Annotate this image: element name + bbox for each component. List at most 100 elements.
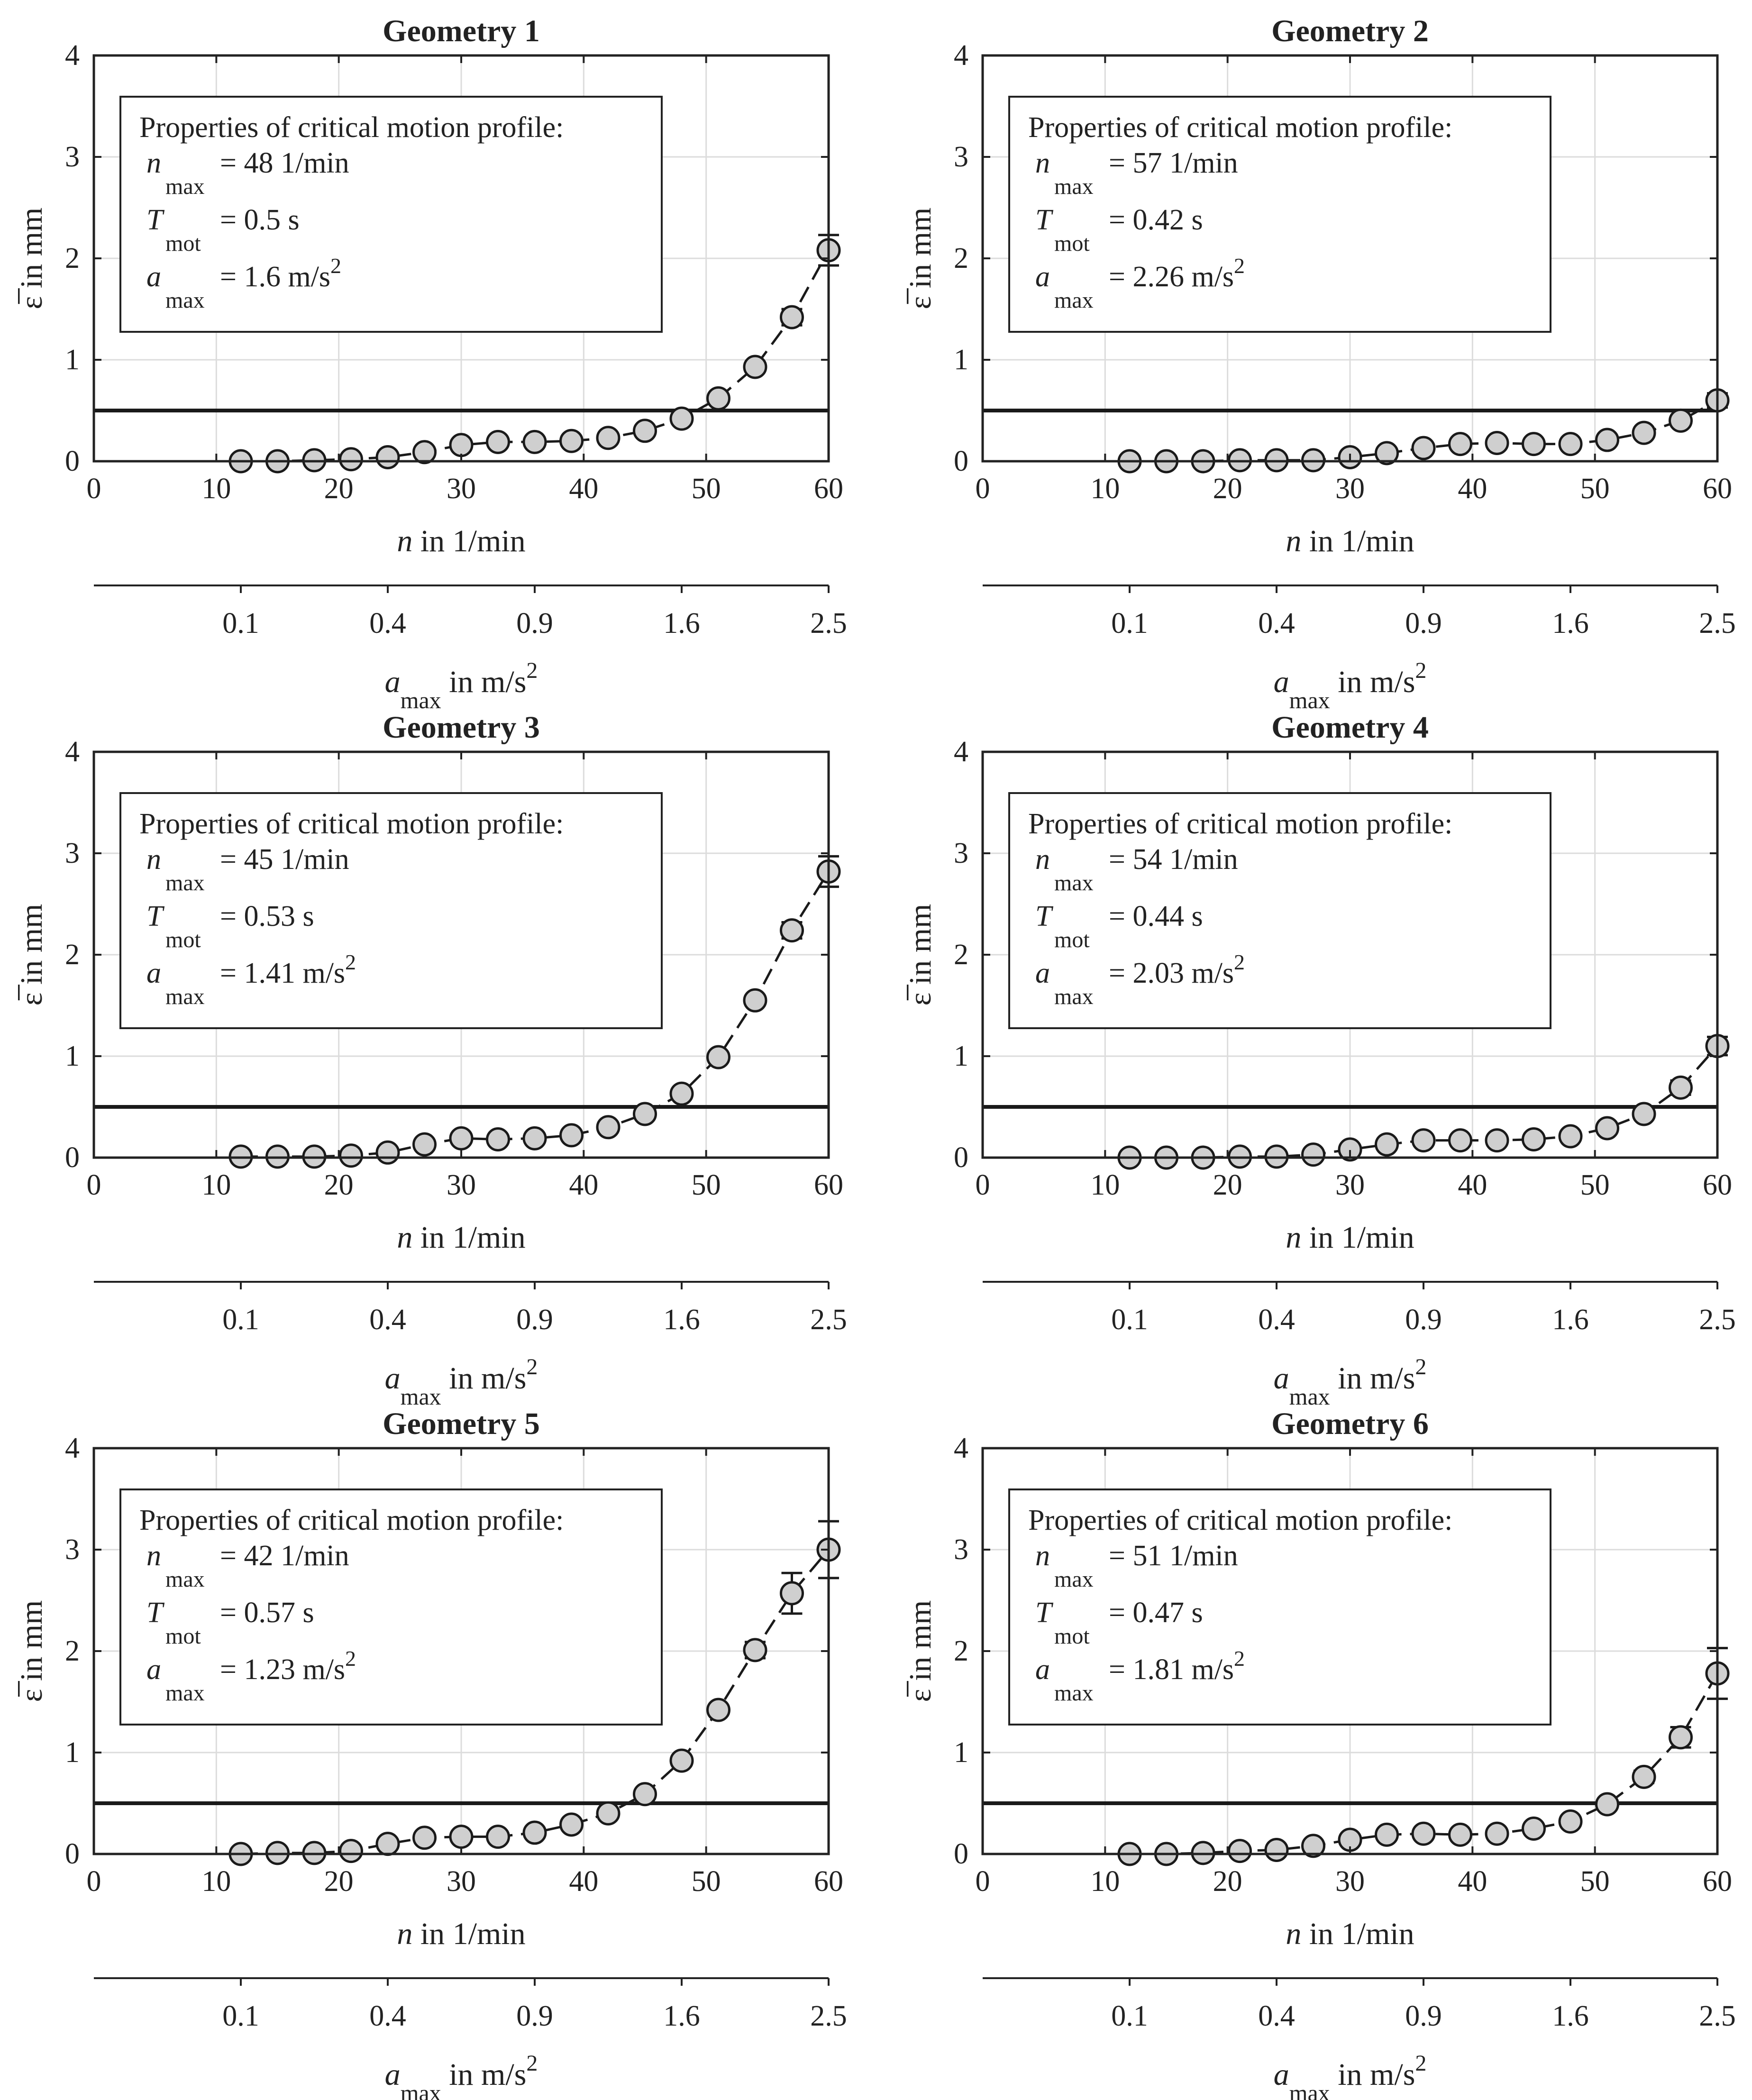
x-tick-label: 10 [201,1865,231,1898]
x-axis-label-unit: in 1/min [412,524,525,558]
x-tick-label: 50 [692,473,721,505]
info-box-frame [119,792,663,1029]
info-box-frame [119,96,663,333]
info-value-text: = 0.42 s [1109,204,1203,236]
info-value: = 1.81 m/s2 [1109,1646,1245,1686]
data-point [412,1826,437,1850]
info-box-frame [1008,1488,1551,1726]
y-tick-label: 0 [65,1838,80,1870]
x-tick-label: 60 [814,473,843,505]
y-tick-label: 4 [65,1432,80,1464]
subplot-geometry-2: 0 10 20 30 40 50 60 0 1 2 3 4 Geometry 2 ε̅ in mm n in… [903,14,1736,713]
y-tick-label: 2 [954,242,968,274]
info-value-text: = 1.23 m/s [220,1653,345,1686]
data-point [669,1081,694,1106]
secondary-axis-label-symbol: a [1274,665,1289,699]
x-tick-label: 10 [201,473,231,505]
data-point [375,445,400,469]
x-tick-label: 0 [976,473,990,505]
info-symbol: T [146,1597,165,1629]
secondary-axis-label-sup: 2 [1415,2051,1426,2076]
info-value-text: = 2.26 m/s [1109,261,1234,293]
info-subscript: max [165,288,205,313]
y-tick-label: 3 [65,1534,80,1566]
secondary-axis-label-sub: max [1289,1383,1330,1410]
x-tick-label: 20 [1213,1865,1242,1898]
info-subscript: max [1054,870,1094,895]
x-axis-label-symbol: n [397,1220,412,1255]
data-point [375,1832,400,1856]
y-tick-label: 2 [65,1635,80,1667]
info-box-heading: Properties of critical motion profile: [1028,808,1452,840]
info-value: = 42 1/min [220,1540,349,1572]
x-axis-label: n in 1/min [397,1917,525,1951]
chart-title: Geometry 1 [383,14,540,48]
data-point [1485,430,1509,455]
data-point [449,1825,474,1849]
y-tick-label: 2 [65,242,80,274]
x-tick-label: 10 [1090,473,1120,505]
data-point [486,1127,510,1151]
y-tick-label: 4 [954,39,968,72]
info-subscript: max [165,174,205,199]
data-point [633,1102,657,1126]
data-point [449,433,474,457]
y-tick-label: 0 [65,1141,80,1174]
info-value: = 0.57 s [220,1597,314,1629]
data-point [633,1782,657,1807]
data-point [669,1748,694,1773]
x-tick-label: 30 [1335,473,1365,505]
x-tick-label: 50 [692,1865,721,1898]
data-point [1264,1837,1289,1862]
y-axis-label: ε̅ in mm [903,1600,938,1702]
info-symbol: a [146,957,161,989]
y-axis-label: ε̅ in mm [14,208,49,310]
info-box-frame [119,1488,663,1726]
info-subscript: mot [1054,231,1090,256]
secondary-axis-label-sup: 2 [1415,1354,1426,1379]
data-point [743,355,767,379]
info-box: Properties of critical motion profile:nm… [119,1488,663,1726]
data-point [339,1839,363,1863]
x-tick-label: 40 [569,473,598,505]
y-tick-label: 1 [65,1040,80,1072]
secondary-x-tick-label: 0.4 [1258,1304,1295,1336]
info-value: = 45 1/min [220,843,349,876]
x-tick-label: 40 [1458,1865,1487,1898]
info-value: = 1.23 m/s2 [220,1646,356,1686]
info-value-sup: 2 [1234,254,1245,278]
chart-title: Geometry 4 [1271,710,1429,745]
info-box-heading: Properties of critical motion profile: [139,111,564,144]
secondary-x-tick-label: 0.9 [516,607,553,639]
data-point [596,426,620,450]
secondary-axis-label: amax in m/s2 [1274,1354,1427,1410]
info-value: = 0.53 s [220,900,314,932]
data-point [706,1045,730,1069]
x-tick-label: 10 [1090,1169,1120,1201]
info-value-text: = 0.44 s [1109,900,1203,932]
info-subscript: mot [1054,1624,1090,1649]
secondary-x-tick-label: 2.5 [1699,1304,1736,1336]
info-subscript: mot [165,1624,201,1649]
secondary-x-tick-label: 1.6 [1552,2000,1589,2032]
x-axis-label-symbol: n [1286,1917,1301,1951]
x-tick-label: 60 [1703,1169,1732,1201]
x-tick-label: 20 [324,1865,354,1898]
secondary-x-tick-label: 0.9 [1405,607,1442,639]
secondary-axis-label: amax in m/s2 [385,1354,538,1410]
data-point [1301,1142,1325,1167]
data-point [1669,1725,1693,1750]
secondary-axis-label-sup: 2 [526,658,538,683]
x-tick-label: 50 [1580,1865,1610,1898]
x-tick-label: 40 [1458,473,1487,505]
secondary-x-tick-label: 0.1 [1111,1304,1148,1336]
info-value-sup: 2 [1234,1646,1245,1671]
y-axis-label: ε̅ in mm [14,904,49,1006]
x-tick-label: 20 [1213,1169,1242,1201]
x-tick-label: 30 [447,1169,476,1201]
x-axis-label-symbol: n [1286,1220,1301,1255]
info-box-heading: Properties of critical motion profile: [1028,111,1452,144]
data-point [596,1801,620,1826]
x-tick-label: 30 [447,473,476,505]
data-point [1411,436,1436,460]
